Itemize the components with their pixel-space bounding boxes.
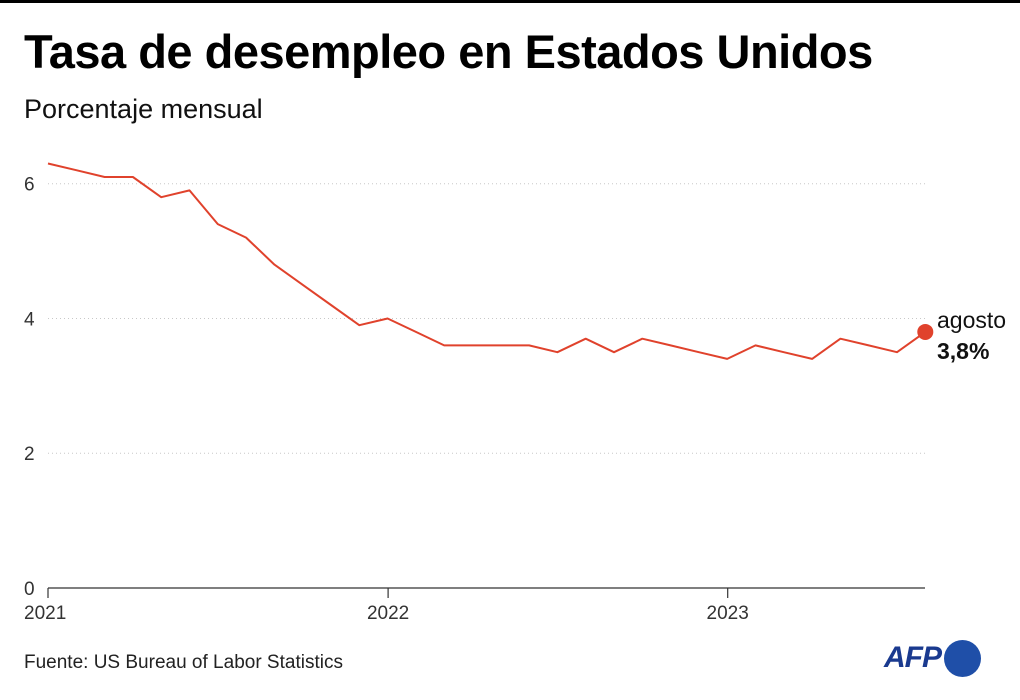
- chart-title: Tasa de desempleo en Estados Unidos: [24, 25, 873, 78]
- y-tick-label-0: 0: [24, 579, 35, 600]
- chart-subtitle: Porcentaje mensual: [24, 94, 263, 124]
- x-axis: [47, 587, 925, 598]
- y-tick-label-2: 2: [24, 444, 35, 465]
- end-annotation-value: 3,8%: [937, 338, 989, 364]
- end-annotation-label: agosto: [937, 307, 1006, 333]
- x-tick-label-2023: 2023: [707, 603, 749, 624]
- afp-logo: AFP: [884, 638, 981, 678]
- tick-labels: 0 2 4 6 2021 2022 2023: [24, 175, 749, 624]
- end-annotation: agosto 3,8%: [917, 307, 1006, 364]
- top-rule: [0, 0, 1020, 3]
- y-tick-label-4: 4: [24, 309, 35, 330]
- afp-logo-text: AFP: [884, 641, 942, 674]
- grid-layer: [48, 183, 925, 454]
- afp-logo-dot: [944, 639, 981, 677]
- x-tick-label-2022: 2022: [367, 603, 409, 624]
- end-point-marker: [917, 323, 934, 340]
- y-tick-label-6: 6: [24, 175, 35, 196]
- x-tick-label-2021: 2021: [24, 603, 66, 624]
- source-note: Fuente: US Bureau of Labor Statistics: [24, 652, 343, 673]
- series-layer: [47, 162, 926, 360]
- unemployment-line: [47, 162, 926, 360]
